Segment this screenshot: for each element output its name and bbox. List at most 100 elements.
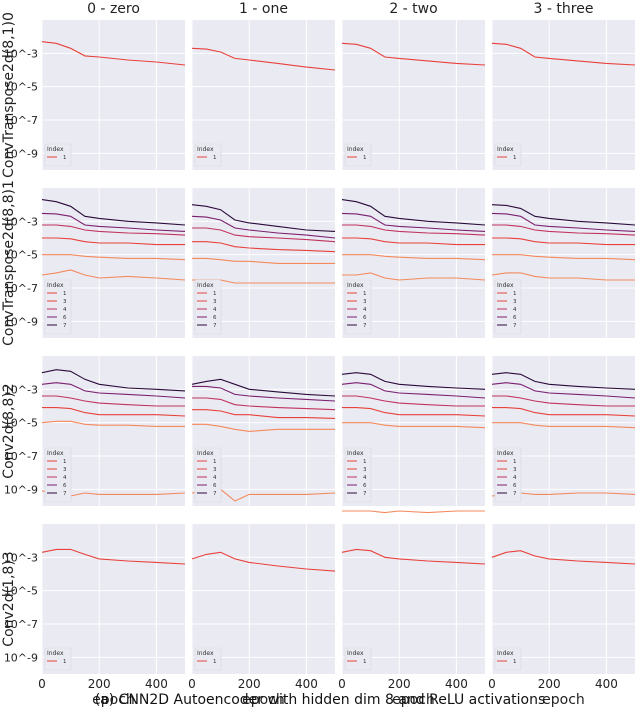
series-line — [491, 204, 636, 226]
legend-box — [194, 143, 222, 167]
y-tick-label: 10^-3 — [4, 551, 38, 564]
x-tick-label: 0 — [338, 677, 346, 691]
y-tick-label: 10^-5 — [4, 585, 38, 598]
series-line — [41, 199, 186, 226]
legend-box — [494, 647, 522, 671]
legend: Index 1 3 4 6 7 — [344, 447, 372, 503]
legend-label: 1 — [513, 659, 517, 665]
series-line — [491, 382, 636, 399]
x-tick-label: 0 — [488, 677, 496, 691]
series-line — [342, 422, 486, 429]
series-line — [342, 510, 485, 514]
subplot-panel: Index 1 — [491, 20, 636, 170]
legend-title: Index — [497, 450, 514, 457]
series-line — [341, 42, 486, 66]
legend-box — [44, 143, 72, 167]
series-line — [491, 372, 636, 390]
series-line — [42, 407, 186, 417]
legend-title: Index — [197, 146, 214, 153]
series-line — [192, 241, 336, 253]
legend-label: 1 — [63, 155, 67, 161]
legend-box — [344, 143, 372, 167]
legend: Index 1 3 4 6 7 — [194, 447, 222, 503]
legend-label: 1 — [363, 155, 367, 161]
series-line — [492, 407, 636, 417]
legend-label: 3 — [63, 299, 67, 305]
x-axis-label: epoch — [242, 692, 285, 708]
series-line — [342, 395, 485, 407]
legend-label: 1 — [63, 459, 67, 465]
legend-title: Index — [497, 650, 514, 657]
legend-title: Index — [197, 450, 214, 457]
legend-label: 1 — [213, 459, 217, 465]
subplot-panel: Index 1 — [491, 524, 636, 674]
legend: Index 1 — [44, 143, 72, 167]
subplot-panel: Index 1 3 4 6 7 — [491, 188, 636, 338]
series-line — [41, 382, 186, 399]
x-axis-label: epoch — [92, 692, 135, 708]
x-tick-label: 400 — [145, 677, 168, 691]
subplot-panel: Index 1 — [341, 524, 486, 674]
row-label: Conv2d(8,8)2 — [1, 383, 17, 478]
series-line — [492, 422, 636, 429]
x-tick-label: 400 — [445, 677, 468, 691]
legend-label: 7 — [63, 491, 67, 497]
subplot-panel: Index 1 3 4 6 7 — [341, 356, 486, 514]
legend-label: 4 — [513, 475, 517, 481]
series-line — [42, 237, 185, 246]
legend-label: 3 — [513, 467, 517, 473]
series-line — [41, 548, 186, 565]
column-title: 0 - zero — [87, 1, 140, 17]
legend-title: Index — [197, 282, 214, 289]
row-labels: ConvTranspose2d(8,1)0 ConvTranspose2d(8,8… — [1, 12, 17, 647]
legend-title: Index — [347, 450, 364, 457]
legend-label: 7 — [63, 323, 67, 329]
legend: Index 1 — [44, 647, 72, 671]
x-tick-label: 200 — [388, 677, 411, 691]
series-line — [192, 385, 336, 402]
series-line — [491, 272, 635, 281]
series-line — [341, 548, 486, 565]
column-title: 1 - one — [239, 1, 288, 17]
legend-label: 1 — [213, 155, 217, 161]
legend-label: 4 — [363, 307, 367, 313]
legend: Index 1 — [344, 143, 372, 167]
legend-label: 3 — [513, 299, 517, 305]
subplot-panel: Index 1 — [341, 20, 486, 170]
series-line — [492, 395, 635, 407]
legend-label: 1 — [513, 291, 517, 297]
series-line — [492, 254, 636, 261]
x-tick-label: 400 — [595, 677, 618, 691]
series-line — [341, 199, 486, 226]
legend-label: 3 — [213, 299, 217, 305]
row-label: ConvTranspose2d(8,1)0 — [1, 12, 17, 178]
series-line — [192, 409, 336, 419]
legend-label: 1 — [363, 659, 367, 665]
y-tick-label: 10^-5 — [4, 417, 38, 430]
series-line — [492, 237, 635, 246]
legend-title: Index — [347, 650, 364, 657]
subplot-panel: Index 1 3 4 6 7 — [41, 188, 186, 338]
axis-labels: 10^-3 10^-5 10^-7 10^-9 10^-3 10^-5 10^-7 10^-9… — [4, 47, 618, 708]
legend: Index 1 — [194, 647, 222, 671]
legend: Index 1 — [494, 647, 522, 671]
legend: Index 1 3 4 6 7 — [494, 447, 522, 503]
legend-title: Index — [347, 282, 364, 289]
legend-label: 3 — [63, 467, 67, 473]
legend-label: 3 — [363, 299, 367, 305]
x-tick-label: 200 — [538, 677, 561, 691]
series-line — [341, 212, 486, 232]
series-line — [192, 397, 336, 411]
legend-label: 4 — [363, 475, 367, 481]
legend-label: 1 — [363, 459, 367, 465]
legend-label: 1 — [213, 659, 217, 665]
legend-box — [44, 647, 72, 671]
series-line — [41, 212, 186, 232]
legend: Index 1 3 4 6 7 — [194, 279, 222, 335]
y-tick-label: 10^-3 — [4, 215, 38, 228]
subplot-panel: Index 1 — [191, 20, 336, 170]
y-tick-label: 10^-9 — [4, 315, 38, 328]
legend-title: Index — [497, 146, 514, 153]
subplot-panel: Index 1 — [41, 524, 186, 674]
y-tick-label: 10^-3 — [4, 383, 38, 396]
